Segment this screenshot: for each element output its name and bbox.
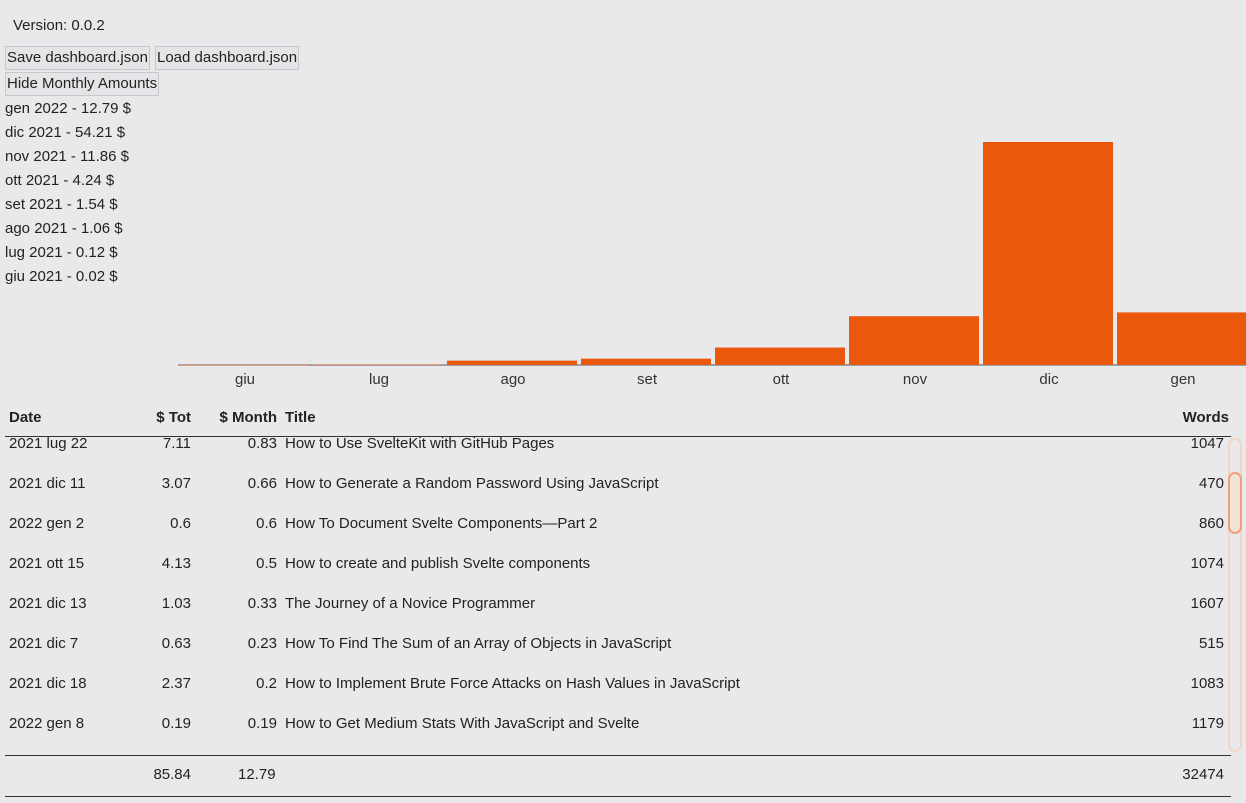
- monthly-amounts-list: gen 2022 - 12.79 $ dic 2021 - 54.21 $ no…: [5, 99, 131, 291]
- cell-month: 0.83: [247, 437, 277, 452]
- chart-bar-ago[interactable]: [447, 360, 577, 365]
- footer-total-words: 32474: [1182, 766, 1224, 783]
- scrollbar-track[interactable]: [1228, 438, 1242, 752]
- table-row[interactable]: 2021 dic 7 0.63 0.23 How To Find The Sum of…: [0, 624, 1246, 664]
- cell-tot: 3.07: [161, 475, 191, 492]
- cell-title: How To Document Svelte Components—Part 2: [285, 515, 598, 532]
- cell-words: 515: [1198, 635, 1224, 652]
- table-row[interactable]: 2021 ott 15 4.13 0.5 How to create and publ…: [0, 544, 1246, 584]
- hide-monthly-amounts-button[interactable]: Hide Monthly Amounts: [5, 72, 160, 96]
- monthly-amount-item: dic 2021 - 54.21 $: [5, 124, 126, 141]
- cell-date: 2021 dic 7: [9, 635, 79, 652]
- footer-divider-top: [5, 755, 1231, 756]
- cell-date: 2021 dic 18: [9, 675, 87, 692]
- table-row[interactable]: 2022 gen 2 0.6 0.6 How To Document Svelte C…: [0, 504, 1246, 544]
- table-header: Date $ Tot $ Month Title Words: [0, 408, 1246, 436]
- chart-bar-set[interactable]: [581, 358, 711, 365]
- chart-tick-label: nov: [903, 371, 928, 388]
- header-words[interactable]: Words: [1182, 409, 1229, 426]
- cell-tot: 2.37: [161, 675, 191, 692]
- cell-month: 0.33: [247, 595, 277, 612]
- chart-bar-ott[interactable]: [715, 347, 845, 365]
- cell-tot: 0.63: [161, 635, 191, 652]
- cell-tot: 4.13: [161, 555, 191, 572]
- cell-month: 0.23: [247, 635, 277, 652]
- monthly-amount-item: ago 2021 - 1.06 $: [5, 220, 123, 237]
- chart-tick-label: lug: [369, 371, 389, 388]
- monthly-earnings-chart: giu lug ago set ott nov dic gen: [178, 142, 1246, 388]
- cell-words: 1074: [1190, 555, 1224, 572]
- table-row[interactable]: 2022 gen 8 0.19 0.19 How to Get Medium Stat…: [0, 704, 1246, 744]
- cell-title: How to Implement Brute Force Attacks on …: [285, 675, 740, 692]
- header-title[interactable]: Title: [285, 409, 316, 426]
- cell-tot: 0.19: [161, 715, 191, 732]
- monthly-amount-item: ott 2021 - 4.24 $: [5, 172, 115, 189]
- cell-month: 0.19: [247, 715, 277, 732]
- chart-tick-label: ago: [500, 371, 525, 388]
- chart-bar-gen[interactable]: [1117, 312, 1246, 365]
- chart-bar-nov[interactable]: [849, 316, 979, 365]
- monthly-amount-item: lug 2021 - 0.12 $: [5, 244, 118, 261]
- chart-tick-label: ott: [773, 371, 791, 388]
- header-date[interactable]: Date: [9, 409, 42, 426]
- footer-divider-bottom: [5, 796, 1231, 797]
- chart-bar-lug[interactable]: [313, 364, 443, 366]
- cell-words: 860: [1198, 515, 1224, 532]
- articles-table-body[interactable]: 2021 lug 22 7.11 0.83 How to Use SvelteKit …: [0, 437, 1246, 755]
- chart-tick-label: set: [637, 371, 658, 388]
- cell-date: 2021 dic 11: [9, 475, 86, 492]
- chart-tick-label: giu: [235, 371, 255, 388]
- cell-title: The Journey of a Novice Programmer: [285, 595, 536, 612]
- version-label: Version: 0.0.2: [13, 17, 105, 34]
- cell-date: 2022 gen 2: [9, 515, 85, 532]
- cell-words: 1607: [1190, 595, 1224, 612]
- table-row[interactable]: 2021 dic 18 2.37 0.2 How to Implement Brute…: [0, 664, 1246, 704]
- header-month[interactable]: $ Month: [219, 409, 278, 426]
- header-tot[interactable]: $ Tot: [156, 409, 191, 426]
- cell-words: 1047: [1190, 437, 1224, 452]
- cell-date: 2021 lug 22: [9, 437, 88, 452]
- cell-month: 0.66: [247, 475, 277, 492]
- cell-words: 470: [1198, 475, 1224, 492]
- cell-words: 1083: [1190, 675, 1224, 692]
- cell-tot: 7.11: [162, 437, 191, 452]
- footer-total-tot: 85.84: [153, 766, 191, 783]
- cell-month: 0.6: [256, 515, 277, 532]
- load-dashboard-button[interactable]: Load dashboard.json: [155, 46, 300, 70]
- cell-title: How to Get Medium Stats With JavaScript …: [285, 715, 640, 732]
- scrollbar-thumb[interactable]: [1228, 472, 1242, 534]
- table-row[interactable]: 2021 lug 22 7.11 0.83 How to Use SvelteKit …: [0, 437, 1246, 464]
- footer-total-month: 12.79: [238, 766, 276, 783]
- chart-bar-dic[interactable]: [983, 142, 1113, 365]
- cell-tot: 0.6: [170, 515, 191, 532]
- monthly-amount-item: giu 2021 - 0.02 $: [5, 268, 118, 285]
- save-dashboard-button[interactable]: Save dashboard.json: [5, 46, 150, 70]
- cell-tot: 1.03: [161, 595, 191, 612]
- monthly-amount-item: gen 2022 - 12.79 $: [5, 100, 131, 117]
- chart-tick-label: gen: [1170, 371, 1195, 388]
- monthly-amount-item: set 2021 - 1.54 $: [5, 196, 118, 213]
- chart-bar-giu[interactable]: [179, 364, 309, 366]
- table-footer: 85.84 12.79 32474: [0, 766, 1246, 786]
- monthly-amount-item: nov 2021 - 11.86 $: [5, 148, 129, 165]
- cell-title: How to create and publish Svelte compone…: [285, 555, 591, 572]
- cell-month: 0.5: [256, 555, 277, 572]
- table-row[interactable]: 2021 dic 11 3.07 0.66 How to Generate a Ran…: [0, 464, 1246, 504]
- header-divider: [5, 436, 1231, 437]
- cell-words: 1179: [1191, 715, 1224, 732]
- cell-title: How to Use SvelteKit with GitHub Pages: [285, 437, 555, 452]
- cell-date: 2022 gen 8: [9, 715, 85, 732]
- cell-title: How to Generate a Random Password Using …: [285, 475, 659, 492]
- cell-date: 2021 dic 13: [9, 595, 87, 612]
- cell-title: How To Find The Sum of an Array of Objec…: [285, 635, 672, 652]
- table-row[interactable]: 2021 dic 13 1.03 0.33 The Journey of a Novi…: [0, 584, 1246, 624]
- cell-date: 2021 ott 15: [9, 555, 85, 572]
- cell-month: 0.2: [256, 675, 277, 692]
- chart-tick-label: dic: [1039, 371, 1059, 388]
